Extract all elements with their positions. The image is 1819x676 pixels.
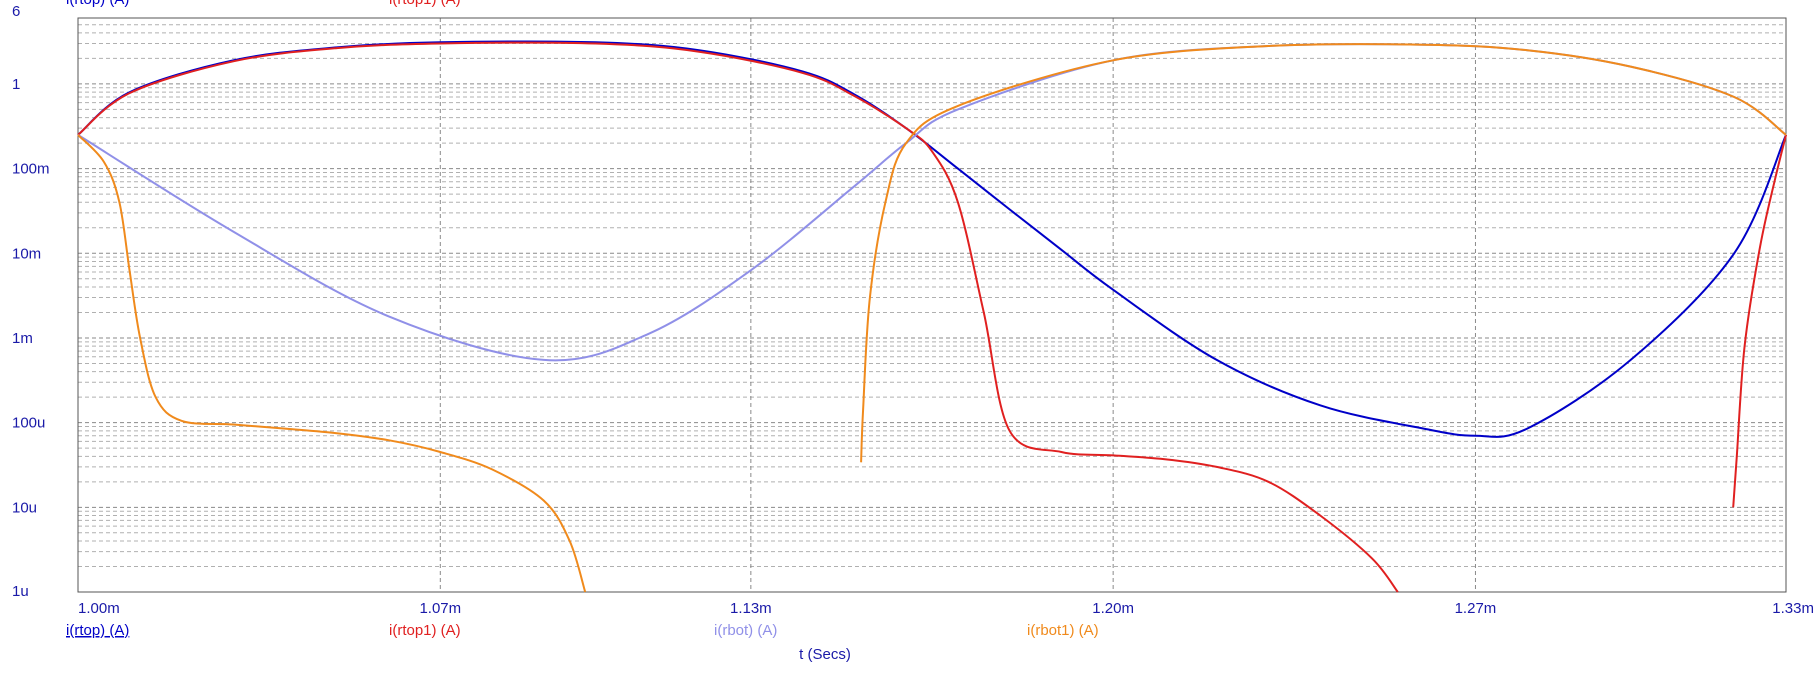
series-line-i-rbot1-a- (77, 134, 587, 593)
top-partial-labels: i(rtop) (A) i(rtop1) (A) (66, 0, 461, 8)
legend-entry: i(rbot1) (A) (1027, 622, 1099, 639)
series-line-i-rtop1-a- (77, 41, 1399, 593)
x-tick-label: 1.00m (78, 600, 120, 617)
x-tick-label: 1.07m (419, 600, 461, 617)
series-line-i-rtop1-a-return- (1732, 134, 1787, 508)
x-tick-label: 1.13m (730, 600, 772, 617)
series-line-i-rtop-a- (77, 40, 1787, 438)
x-tick-label: 1.33m (1772, 600, 1814, 617)
y-tick-label: 10m (12, 245, 41, 262)
top-partial-label: i(rtop) (A) (66, 0, 129, 8)
legend-entry: i(rtop) (A) (66, 622, 129, 639)
y-tick-label: 6 (12, 3, 20, 20)
y-tick-label: 100u (12, 415, 45, 432)
series-lines (77, 40, 1787, 593)
x-axis-ticks: 1.00m 1.07m 1.13m 1.20m 1.27m 1.33m (78, 600, 1814, 617)
x-axis-label: t (Secs) (799, 646, 851, 663)
y-tick-label: 1u (12, 583, 29, 600)
plot-frame (77, 17, 1787, 593)
x-tick-label: 1.27m (1455, 600, 1497, 617)
series-line-i-rbot1-a-rise- (860, 43, 1787, 463)
grid-lines (78, 18, 1786, 592)
y-tick-label: 1m (12, 330, 33, 347)
y-tick-label: 1 (12, 76, 20, 93)
y-axis-ticks: 1u 10u 100u 1m 10m 100m 1 6 (12, 3, 50, 600)
top-partial-label: i(rtop1) (A) (389, 0, 461, 8)
legend: i(rtop) (A) i(rtop1) (A) i(rbot) (A) i(rbot… (66, 622, 1099, 639)
y-tick-label: 10u (12, 499, 37, 516)
x-tick-label: 1.20m (1092, 600, 1134, 617)
legend-entry: i(rtop1) (A) (389, 622, 461, 639)
y-tick-label: 100m (12, 161, 50, 178)
legend-entry: i(rbot) (A) (714, 622, 777, 639)
